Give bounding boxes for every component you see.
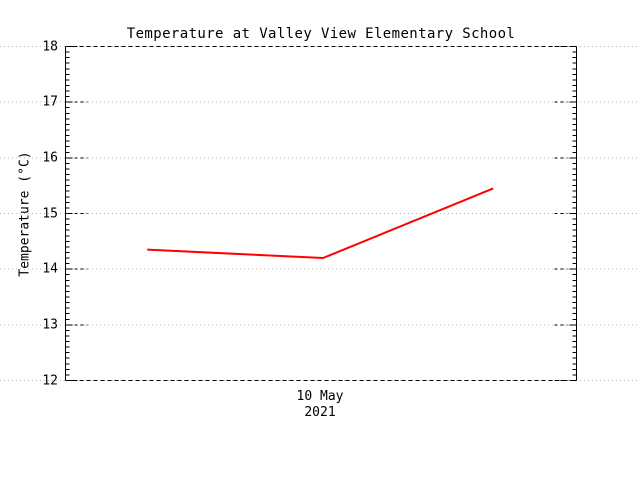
y-axis-tick-label: 13: [42, 317, 58, 333]
chart-title: Temperature at Valley View Elementary Sc…: [126, 26, 516, 42]
x-axis-tick-label-line1: 10 May: [296, 389, 344, 404]
y-axis-tick-label: 17: [42, 94, 58, 110]
y-axis-tick-label: 18: [42, 39, 58, 54]
y-axis-tick-label: 15: [42, 206, 58, 221]
temperature-line: [147, 187, 494, 260]
y-axis-tick-label: 14: [42, 261, 58, 277]
y-axis-tick-label: 12: [42, 373, 58, 388]
y-axis-tick-label: 16: [42, 150, 58, 166]
y-axis-title: Temperature (°C): [17, 151, 33, 277]
x-axis-tick-label-line2: 2021: [304, 405, 336, 420]
